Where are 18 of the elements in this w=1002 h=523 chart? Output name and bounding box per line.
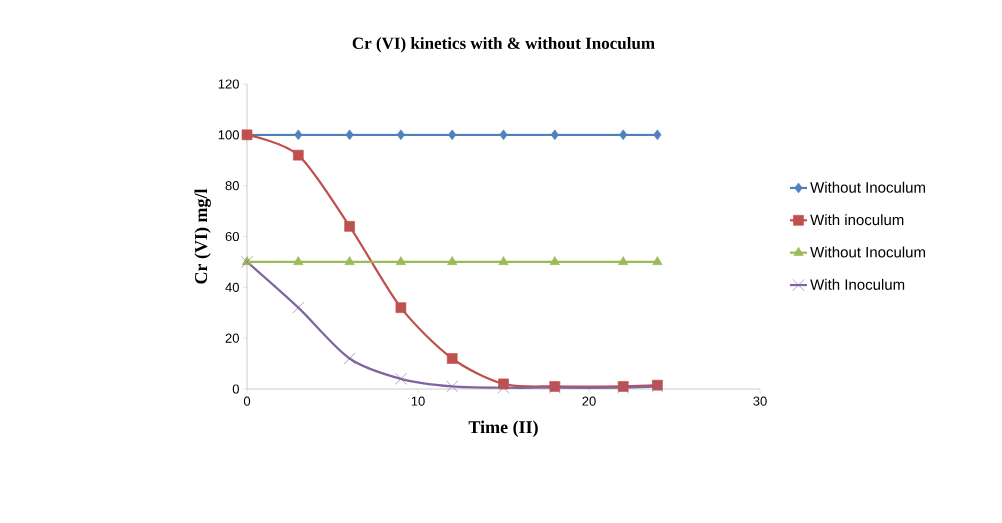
y-tick-label: 100 <box>218 130 239 140</box>
x-tick-label: 20 <box>582 396 596 406</box>
legend-label: Without Inoculum <box>810 181 925 193</box>
y-tick-label: 40 <box>225 282 239 292</box>
legend-label: With inoculum <box>810 214 904 226</box>
y-tick-label: 120 <box>218 79 239 89</box>
y-axis-title: Cr (VI) mg/l <box>194 188 211 284</box>
x-tick-label: 10 <box>411 396 425 406</box>
x-tick-label: 30 <box>753 396 767 406</box>
x-tick-label: 0 <box>243 396 251 406</box>
y-tick-label: 20 <box>225 333 239 343</box>
legend-label: With Inoculum <box>810 278 905 290</box>
y-tick-label: 60 <box>225 231 239 242</box>
legend-label: Without Inoculum <box>810 246 925 258</box>
y-tick-label: 80 <box>225 181 239 191</box>
x-axis-title: Time (II) <box>468 420 538 437</box>
y-tick-label: 0 <box>232 384 239 394</box>
chart-title: Cr (VI) kinetics with & without Inoculum <box>352 37 655 53</box>
